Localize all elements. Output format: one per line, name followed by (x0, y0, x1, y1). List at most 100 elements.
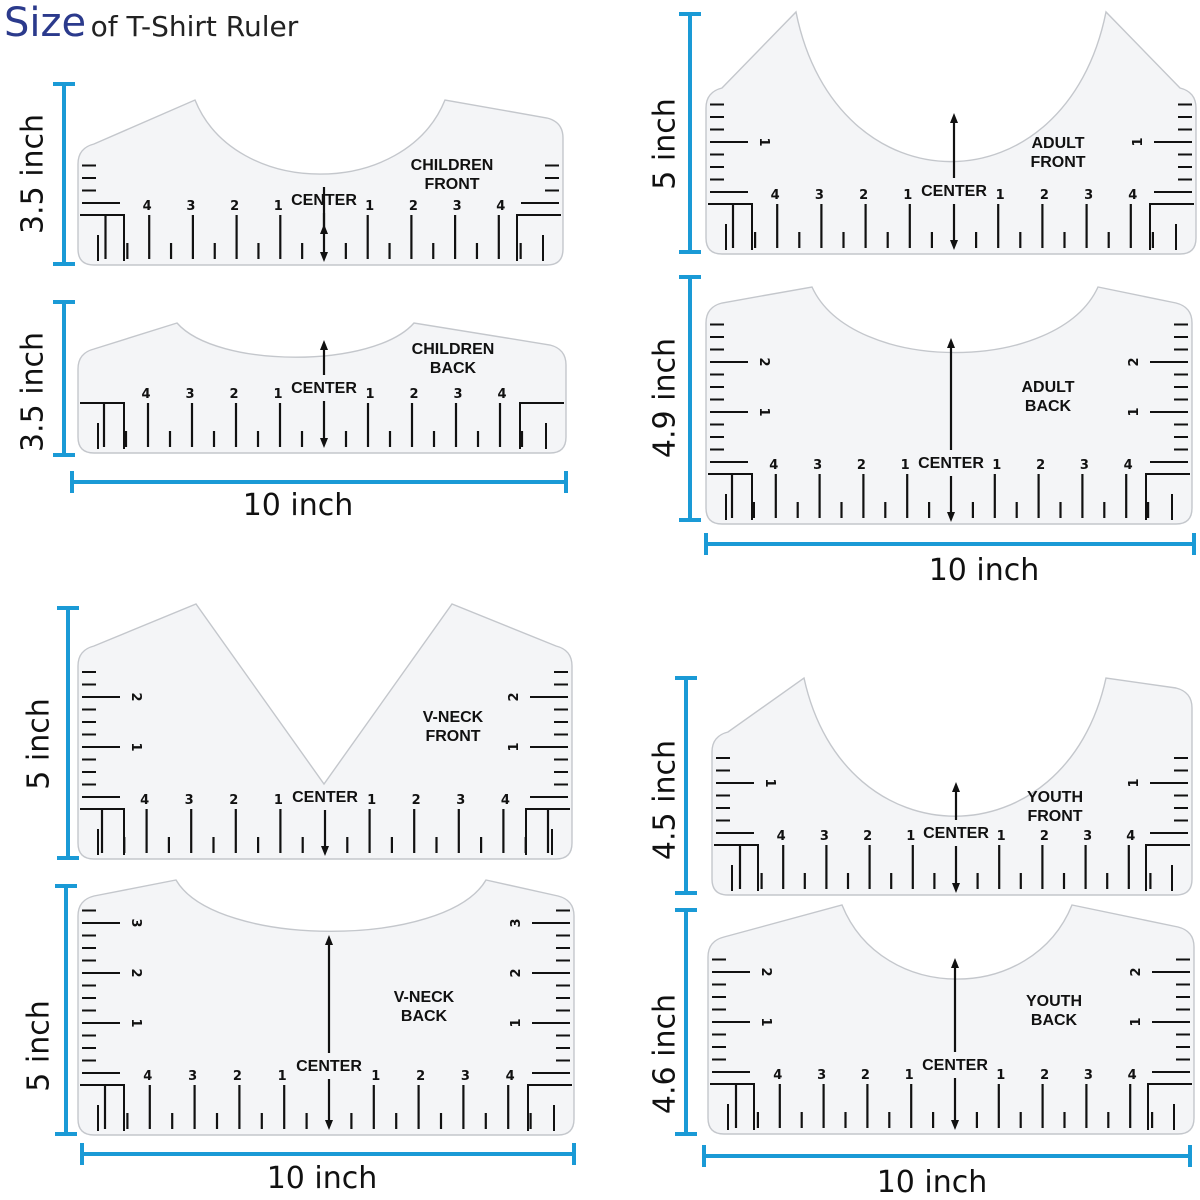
inch-number: 2 (859, 188, 868, 203)
center-arrow-down-head (320, 252, 328, 262)
inch-number: 2 (229, 387, 238, 402)
inch-number: 1 (371, 1069, 380, 1084)
corner-bracket-right (525, 808, 570, 855)
dimension-v-neck-front-height (57, 606, 79, 860)
inch-number: 4 (497, 387, 506, 402)
inch-number: 1 (278, 1069, 287, 1084)
corner-bracket-left (80, 808, 125, 855)
inch-number: 2 (863, 829, 872, 844)
inch-number: 4 (1128, 1068, 1137, 1083)
ruler-label-line2: BACK (430, 360, 477, 377)
side-scale (712, 958, 1190, 1073)
ruler-youth-front: 1 1 2 2 3 3 4 4 1 1 CENTER YOUTH FRONT (711, 676, 1193, 896)
side-number-left: 1 (756, 137, 771, 146)
dimension-label: 4.5 inch (648, 740, 683, 860)
inch-number: 2 (1040, 829, 1049, 844)
ruler-outline (77, 879, 575, 1136)
dimension-label: 5 inch (648, 98, 683, 189)
center-arrow (325, 935, 333, 1130)
corner-bracket-left (80, 402, 125, 449)
side-number-left: 1 (128, 1018, 143, 1027)
side-number-right: 2 (1129, 967, 1144, 976)
corner-bracket-right (516, 214, 561, 261)
center-arrow-up-head (951, 958, 959, 968)
inch-number: 3 (456, 793, 465, 808)
center-label: CENTER (921, 183, 987, 200)
ruler-label-line2: BACK (1025, 398, 1072, 415)
ruler-v-neck-front: 1 1 2 2 3 3 4 4 1 1 2 2 CENTER V-NECK FRONT (77, 603, 573, 860)
side-number-left: 1 (756, 407, 771, 416)
inch-number: 4 (1128, 188, 1137, 203)
corner-bracket-left (80, 214, 125, 261)
inch-number: 2 (1036, 458, 1045, 473)
side-number-right: 1 (1127, 407, 1142, 416)
center-arrow (320, 340, 328, 448)
corner-bracket-left (708, 473, 753, 520)
dimension-label: 10 inch (267, 1161, 378, 1196)
corner-bracket-right (519, 402, 564, 449)
ruler-v-neck-back: 1 1 2 2 3 3 4 4 1 1 2 2 3 3 CENTER V-NECK BACK (77, 879, 575, 1136)
side-scale (82, 164, 559, 204)
center-arrow-up-head (952, 782, 960, 792)
side-number-left: 1 (762, 778, 777, 787)
side-scale (710, 103, 1192, 193)
dimension-adult-width (704, 533, 1196, 555)
inch-number: 1 (901, 458, 910, 473)
ruler-label-line2: BACK (401, 1008, 448, 1025)
ruler-outline (705, 286, 1193, 525)
inch-number: 2 (1040, 1068, 1049, 1083)
center-arrow-up-head (325, 935, 333, 945)
inch-number: 3 (1083, 829, 1092, 844)
inch-number: 4 (773, 1068, 782, 1083)
center-arrow (951, 958, 959, 1130)
corner-bracket-left (710, 1083, 755, 1130)
side-number-right: 3 (509, 918, 524, 927)
title-subtitle: of T-Shirt Ruler (90, 10, 299, 43)
corner-bracket-left (714, 844, 759, 891)
bottom-ticks (731, 204, 1155, 248)
inch-number: 4 (771, 188, 780, 203)
dimension-youth-width (702, 1145, 1192, 1167)
center-label: CENTER (922, 1057, 988, 1074)
bottom-ticks (103, 1085, 532, 1129)
ruler-adult-front: 1 1 2 2 3 3 4 4 1 1 CENTER ADULT FRONT (705, 10, 1197, 255)
center-arrow (320, 187, 328, 262)
side-number-right: 1 (1127, 778, 1142, 787)
center-arrow-down-head (321, 846, 329, 856)
ruler-label-line2: FRONT (424, 176, 479, 193)
dimension-label: 10 inch (243, 488, 354, 523)
center-arrow-down-head (952, 883, 960, 893)
inch-number: 3 (1084, 188, 1093, 203)
bottom-ticks (734, 1084, 1154, 1128)
center-arrow (321, 810, 329, 856)
side-number-right: 1 (1131, 137, 1146, 146)
dimension-v-neck-back-height (55, 884, 77, 1136)
inch-number: 1 (905, 1068, 914, 1083)
corner-bracket-left (80, 1084, 125, 1131)
inch-number: 3 (185, 793, 194, 808)
dimension-children-back-height (53, 300, 75, 457)
side-scale (716, 757, 1188, 834)
ruler-label-line1: YOUTH (1026, 993, 1082, 1010)
ruler-outline (711, 676, 1193, 896)
dimension-v-neck-width (80, 1143, 576, 1165)
bottom-ticks (730, 474, 1150, 518)
inch-number: 4 (496, 199, 505, 214)
inch-number: 4 (1126, 829, 1135, 844)
dimension-youth-front-height (675, 676, 697, 895)
ruler-label-line2: FRONT (1030, 154, 1085, 171)
inch-number: 4 (141, 387, 150, 402)
inch-number: 2 (229, 793, 238, 808)
center-arrow-down-head (947, 512, 955, 522)
side-number-right: 2 (509, 968, 524, 977)
inch-number: 1 (906, 829, 915, 844)
bottom-ticks (104, 215, 522, 259)
center-arrow (950, 113, 958, 250)
inch-number: 2 (1040, 188, 1049, 203)
side-number-left: 1 (128, 742, 143, 751)
ruler-label-line1: V-NECK (394, 989, 455, 1006)
center-arrow (952, 782, 960, 893)
inch-number: 1 (903, 188, 912, 203)
side-number-left: 2 (756, 357, 771, 366)
